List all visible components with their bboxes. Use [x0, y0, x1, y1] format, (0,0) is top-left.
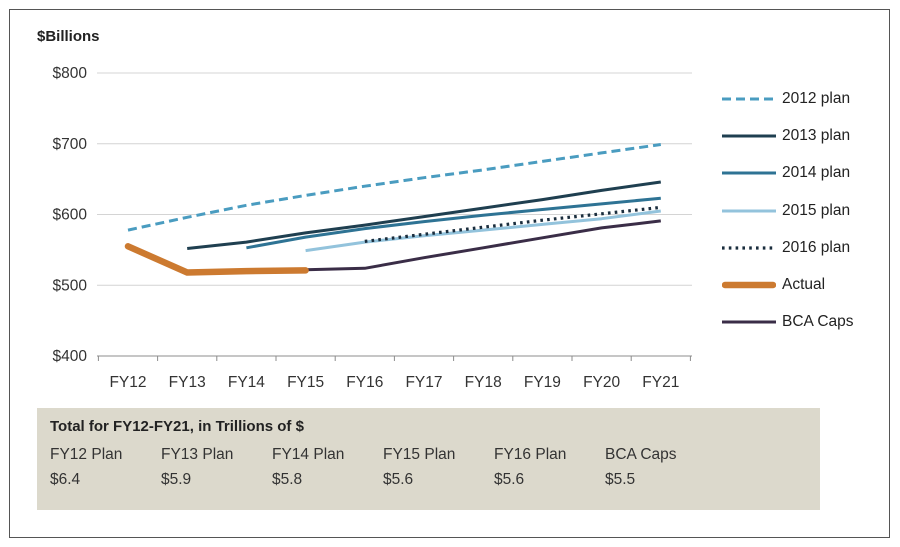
series-line-actual: [124, 243, 309, 276]
legend-label: Actual: [782, 276, 826, 294]
legend-swatch: [722, 97, 776, 101]
totals-label: FY16 Plan: [494, 446, 567, 463]
x-tick-label: FY19: [524, 374, 561, 391]
series-line-2016-plan: [364, 205, 661, 243]
totals-label: FY13 Plan: [161, 446, 234, 463]
legend-item: 2016 plan: [722, 229, 882, 266]
totals-value: $6.4: [50, 471, 81, 488]
totals-label: BCA Caps: [605, 446, 677, 463]
legend-swatch: [722, 281, 776, 289]
series-line-2014-plan: [246, 196, 661, 250]
y-tick-label: $800: [53, 65, 88, 82]
totals-value: $5.6: [494, 471, 525, 488]
legend-label: 2015 plan: [782, 201, 851, 219]
x-tick-label: FY14: [228, 374, 265, 391]
legend-item: 2012 plan: [722, 80, 882, 117]
series-line-2015-plan: [305, 209, 661, 253]
legend-item: 2014 plan: [722, 155, 882, 192]
series-line-2013-plan: [187, 180, 662, 250]
totals-column: FY12 Plan $6.4: [50, 442, 160, 492]
legend-swatch: [722, 246, 776, 250]
totals-column: FY16 Plan $5.6: [494, 442, 604, 492]
totals-value: $5.9: [161, 471, 192, 488]
y-tick-label: $700: [53, 136, 88, 153]
x-tick-label: FY15: [287, 374, 324, 391]
legend-label: BCA Caps: [782, 313, 854, 331]
legend-label: 2014 plan: [782, 164, 851, 182]
totals-panel: Total for FY12-FY21, in Trillions of $ F…: [37, 408, 820, 510]
chart-legend: 2012 plan 2013 plan 2014 plan 2015 plan 2016…: [722, 80, 882, 341]
legend-label: 2016 plan: [782, 238, 851, 256]
y-tick-label: $600: [53, 207, 88, 224]
legend-item: 2013 plan: [722, 117, 882, 154]
totals-column: FY15 Plan $5.6: [383, 442, 493, 492]
legend-swatch: [722, 209, 776, 213]
x-tick-label: FY20: [583, 374, 620, 391]
legend-swatch: [722, 134, 776, 138]
legend-label: 2012 plan: [782, 89, 851, 107]
legend-swatch: [722, 320, 776, 324]
legend-label: 2013 plan: [782, 126, 851, 144]
totals-value: $5.6: [383, 471, 414, 488]
totals-label: FY12 Plan: [50, 446, 123, 463]
totals-value: $5.8: [272, 471, 303, 488]
totals-value: $5.5: [605, 471, 636, 488]
legend-item: Actual: [722, 266, 882, 303]
totals-column: BCA Caps $5.5: [605, 442, 715, 492]
y-axis-title: $Billions: [37, 28, 100, 45]
series-line-2012-plan: [127, 143, 662, 232]
legend-item: 2015 plan: [722, 192, 882, 229]
y-tick-label: $500: [53, 277, 88, 294]
x-tick-label: FY16: [346, 374, 383, 391]
totals-column: FY13 Plan $5.9: [161, 442, 271, 492]
totals-label: FY15 Plan: [383, 446, 456, 463]
totals-label: FY14 Plan: [272, 446, 345, 463]
legend-item: BCA Caps: [722, 304, 882, 341]
x-tick-label: FY21: [642, 374, 679, 391]
totals-title: Total for FY12-FY21, in Trillions of $: [50, 418, 304, 435]
x-tick-label: FY12: [109, 374, 146, 391]
x-tick-label: FY18: [465, 374, 502, 391]
x-tick-label: FY13: [169, 374, 206, 391]
x-tick-label: FY17: [405, 374, 442, 391]
totals-column: FY14 Plan $5.8: [272, 442, 382, 492]
legend-swatch: [722, 171, 776, 175]
y-tick-label: $400: [53, 348, 88, 365]
